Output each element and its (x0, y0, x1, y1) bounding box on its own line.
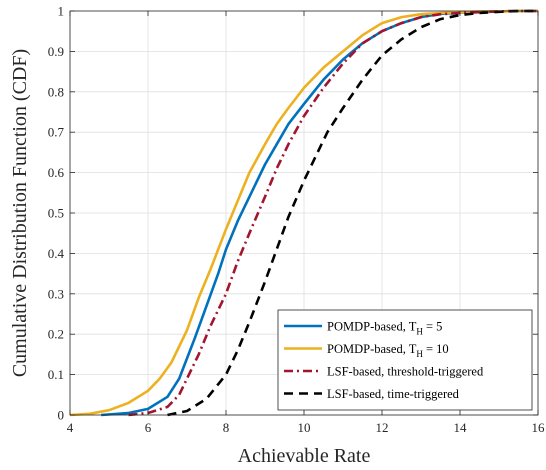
legend-label-subscript: H (416, 349, 423, 359)
series-layer (69, 9, 538, 417)
y-tick-label: 1 (58, 4, 65, 19)
legend-label-1: POMDP-based, TH = 5 (327, 320, 442, 337)
x-tick-label: 8 (223, 420, 230, 435)
y-tick-label: 0.8 (48, 84, 64, 99)
y-tick-label: 0.2 (48, 327, 64, 342)
x-axis-title: Achievable Rate (238, 445, 371, 467)
legend-label-text: LSF-based, time-triggered (327, 387, 460, 401)
x-tick-label: 10 (298, 420, 311, 435)
y-tick-label: 0.1 (48, 367, 64, 382)
y-tick-label: 0.4 (48, 246, 65, 261)
x-tick-label: 14 (454, 420, 468, 435)
y-axis-title: Cumulative Distribution Function (CDF) (9, 49, 31, 377)
x-tick-label: 12 (376, 420, 389, 435)
legend-label-text: LSF-based, threshold-triggered (327, 365, 484, 379)
series-line-3 (128, 9, 538, 417)
y-tick-label: 0 (58, 408, 65, 423)
legend-label-3: LSF-based, threshold-triggered (327, 365, 484, 379)
legend-label-4: LSF-based, time-triggered (327, 387, 460, 401)
legend-label-suffix: = 5 (423, 320, 443, 334)
x-tick-label: 4 (67, 420, 74, 435)
legend-label-text: POMDP-based, T (327, 320, 417, 334)
x-tick-label: 6 (145, 420, 152, 435)
y-tick-label: 0.7 (48, 125, 65, 140)
legend-label-suffix: = 10 (423, 342, 449, 356)
y-tick-label: 0.3 (48, 286, 64, 301)
axes-layer: 4 6 8 10 12 14 16 0 0.1 0.2 0.3 0.4 0.5 0.6 0.7 0.8 0.9 1 (48, 4, 545, 436)
y-tick-label: 0.6 (48, 165, 65, 180)
legend-label-subscript: H (416, 327, 423, 337)
legend-label-text: POMDP-based, T (327, 342, 417, 356)
series-line-4 (167, 9, 538, 417)
y-tick-label: 0.9 (48, 44, 64, 59)
legend-label-2: POMDP-based, TH = 10 (327, 342, 449, 359)
y-tick-label: 0.5 (48, 206, 64, 221)
x-tick-label: 16 (532, 420, 546, 435)
